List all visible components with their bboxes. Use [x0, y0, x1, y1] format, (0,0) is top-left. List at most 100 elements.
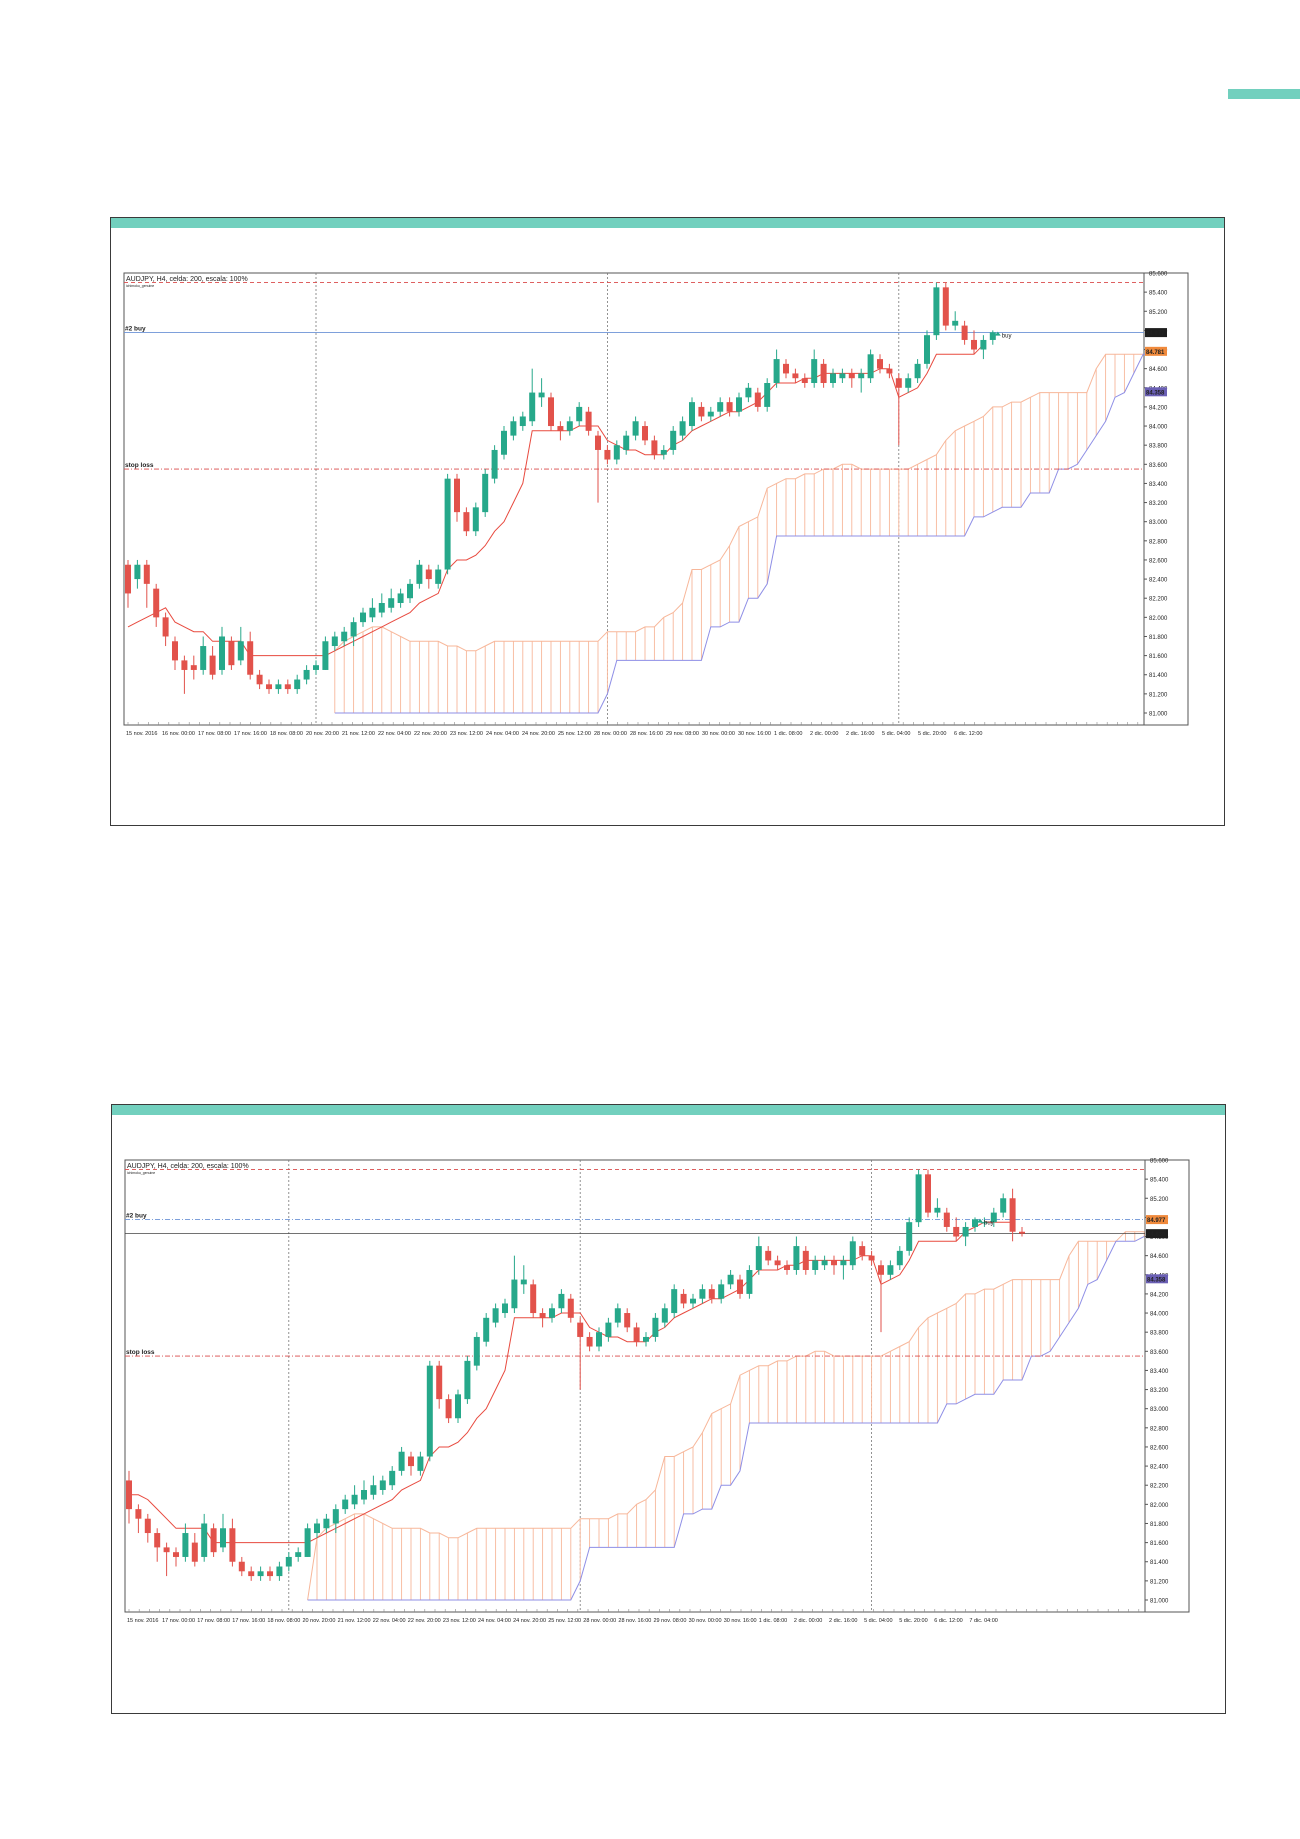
x-tick-label: 28 nov. 16:00 — [630, 731, 663, 737]
x-tick-label: 25 nov. 12:00 — [548, 1618, 581, 1624]
price-tag-label: 84.977 — [1146, 331, 1165, 337]
candle — [445, 1394, 452, 1424]
y-tick-label: 82.400 — [1149, 578, 1168, 584]
price-tag-box — [1145, 346, 1167, 356]
stop-loss-label: stop loss — [126, 1349, 155, 1356]
candle — [501, 426, 507, 460]
plot-frame — [123, 272, 1189, 726]
candle — [369, 598, 376, 623]
candle-body — [605, 1322, 612, 1337]
candle-body — [388, 598, 395, 608]
kumo-cloud — [334, 354, 1135, 713]
candle-body — [425, 569, 432, 580]
stop-loss-label: stop loss — [125, 462, 154, 469]
candle — [642, 421, 648, 446]
ichimoku-chart-2[interactable]: 85.60085.40085.20085.00084.80084.60084.4… — [112, 1105, 1227, 1715]
candle-body — [491, 449, 498, 479]
candle-body — [125, 564, 131, 594]
candle-body — [558, 1293, 565, 1309]
x-tick-label: 6 dic. 12:00 — [954, 731, 982, 737]
senkou-span-b-line — [334, 353, 1153, 714]
x-tick-label: 5 dic. 20:00 — [918, 731, 946, 737]
candle — [154, 1528, 161, 1562]
candle-body — [784, 1265, 790, 1270]
candle-body — [604, 449, 611, 460]
candle-body — [942, 287, 949, 326]
candle — [887, 1260, 894, 1280]
chart-title: AUDJPY, H4, celda: 200, escala: 100% — [126, 276, 248, 283]
candle-body — [172, 641, 178, 661]
candle — [736, 392, 742, 417]
candle — [953, 1217, 960, 1242]
x-tick-label: 28 nov. 16:00 — [618, 1618, 651, 1624]
candle — [830, 368, 836, 388]
y-tick-label: 85.600 — [1150, 1159, 1169, 1165]
candle-body — [613, 445, 620, 460]
candle — [624, 1308, 631, 1333]
candle-body — [275, 684, 282, 690]
candle-body — [219, 636, 225, 670]
x-tick-label: 29 nov. 08:00 — [666, 731, 699, 737]
page-accent-tab — [1228, 89, 1300, 99]
candle-body — [915, 1174, 922, 1223]
candle-body — [953, 1226, 960, 1237]
candle-body — [830, 373, 836, 383]
candle-body — [623, 435, 630, 450]
candle-body — [126, 1480, 132, 1510]
candle-body — [360, 612, 366, 623]
candle-body — [934, 1207, 941, 1213]
candle — [539, 1308, 546, 1328]
candle-body — [933, 287, 940, 336]
x-tick-label: 25 nov. 12:00 — [558, 731, 591, 737]
candle-body — [943, 1212, 950, 1227]
x-tick-label: 21 nov. 12:00 — [342, 731, 375, 737]
y-tick-label: 82.000 — [1149, 616, 1168, 622]
candle-body — [614, 1308, 621, 1323]
x-tick-label: 22 nov. 20:00 — [408, 1618, 441, 1624]
candle-body — [821, 1260, 828, 1266]
candle — [125, 559, 131, 608]
y-tick-label: 81.400 — [1150, 1560, 1169, 1566]
candle-body — [783, 363, 789, 374]
candle — [351, 1485, 358, 1510]
candle — [201, 1513, 208, 1562]
candle-body — [389, 1470, 396, 1486]
candle-body — [529, 392, 536, 422]
candle-body — [284, 684, 291, 690]
candle-body — [323, 1518, 330, 1529]
candle-body — [369, 607, 376, 618]
candle — [388, 588, 395, 613]
candle — [746, 1265, 753, 1299]
y-tick-label: 83.000 — [1149, 520, 1168, 526]
candle — [718, 1279, 725, 1304]
candle — [679, 416, 686, 441]
candle — [219, 626, 225, 675]
candle — [266, 679, 272, 694]
candle — [812, 1255, 819, 1275]
candle-body — [408, 1456, 414, 1467]
price-tag-box — [1146, 1274, 1168, 1284]
candle-body — [331, 636, 338, 647]
candle-body — [895, 378, 902, 388]
x-tick-label: 2 dic. 00:00 — [794, 1618, 822, 1624]
trade-buy-label: buy — [984, 1221, 994, 1227]
candle — [444, 473, 451, 575]
candle-body — [350, 622, 357, 637]
candle-body — [972, 1219, 978, 1227]
x-tick-label: 18 nov. 08:00 — [267, 1618, 300, 1624]
candle-body — [774, 1260, 781, 1266]
candle-body — [294, 679, 301, 690]
candle — [397, 588, 404, 608]
candle-body — [708, 1289, 715, 1299]
candle-body — [989, 332, 996, 340]
candle — [868, 1250, 875, 1266]
candle-body — [765, 1250, 772, 1261]
candle — [595, 430, 601, 503]
ichimoku-chart-1[interactable]: 85.60085.40085.20085.00084.80084.60084.4… — [111, 218, 1226, 827]
candle — [491, 445, 498, 484]
candle-body — [971, 339, 977, 350]
candle-body — [519, 416, 526, 427]
y-tick-label: 84.200 — [1149, 405, 1168, 411]
candle — [379, 1475, 386, 1495]
candle — [764, 378, 771, 412]
